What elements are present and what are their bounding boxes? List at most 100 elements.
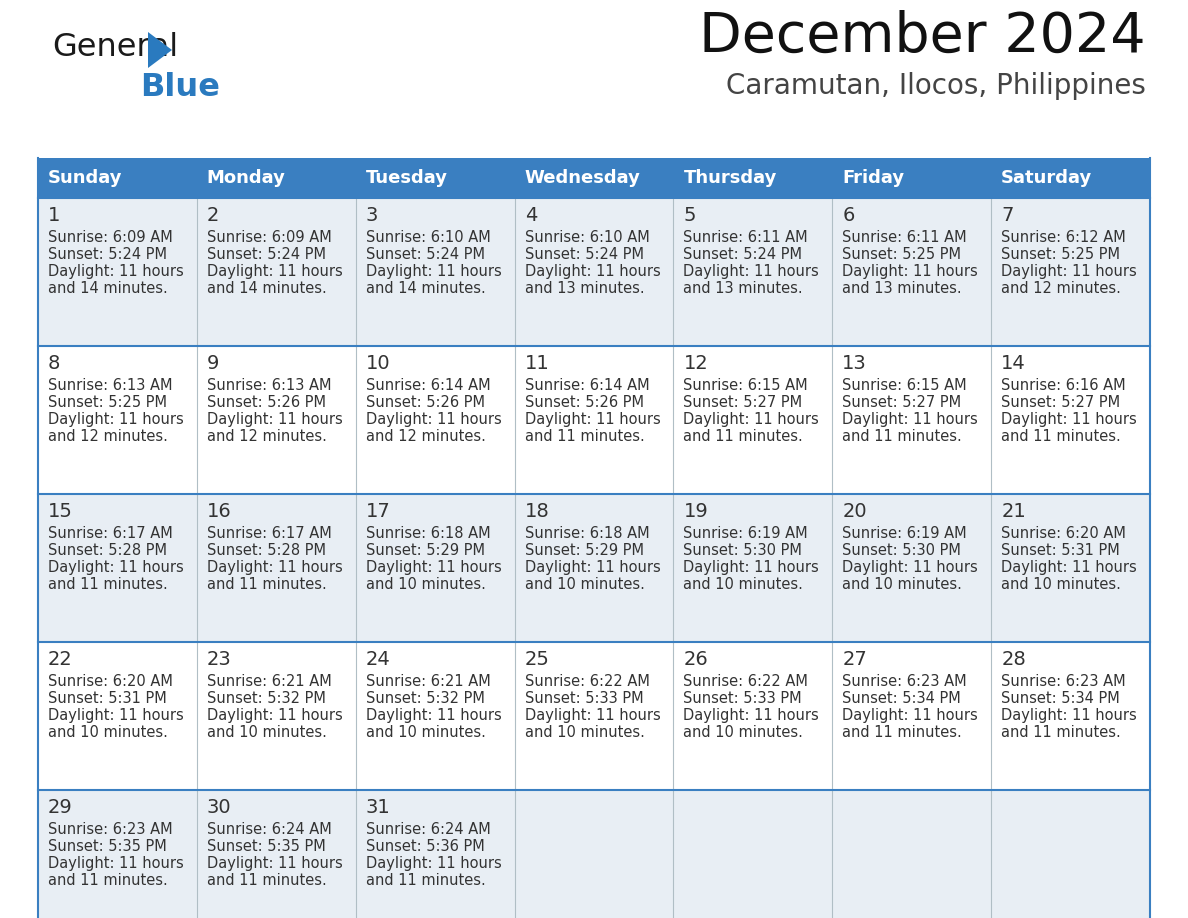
Text: 17: 17 <box>366 502 391 521</box>
Text: Sunset: 5:25 PM: Sunset: 5:25 PM <box>842 247 961 262</box>
Text: and 10 minutes.: and 10 minutes. <box>48 725 168 740</box>
Text: 6: 6 <box>842 206 854 225</box>
Text: Sunrise: 6:14 AM: Sunrise: 6:14 AM <box>525 378 649 393</box>
Text: Daylight: 11 hours: Daylight: 11 hours <box>1001 264 1137 279</box>
Text: Sunrise: 6:10 AM: Sunrise: 6:10 AM <box>525 230 650 245</box>
Text: Sunset: 5:36 PM: Sunset: 5:36 PM <box>366 839 485 854</box>
Text: Sunrise: 6:09 AM: Sunrise: 6:09 AM <box>48 230 172 245</box>
Text: Sunrise: 6:24 AM: Sunrise: 6:24 AM <box>366 822 491 837</box>
Text: Sunrise: 6:16 AM: Sunrise: 6:16 AM <box>1001 378 1126 393</box>
Text: 14: 14 <box>1001 354 1026 373</box>
Text: and 11 minutes.: and 11 minutes. <box>48 577 168 592</box>
Text: 13: 13 <box>842 354 867 373</box>
Text: Sunrise: 6:13 AM: Sunrise: 6:13 AM <box>207 378 331 393</box>
Text: Sunset: 5:26 PM: Sunset: 5:26 PM <box>366 395 485 410</box>
Text: Daylight: 11 hours: Daylight: 11 hours <box>842 560 978 575</box>
Text: and 11 minutes.: and 11 minutes. <box>366 873 486 888</box>
Bar <box>38 790 1150 918</box>
Text: Sunset: 5:32 PM: Sunset: 5:32 PM <box>207 691 326 706</box>
Text: 31: 31 <box>366 798 391 817</box>
Text: Sunrise: 6:19 AM: Sunrise: 6:19 AM <box>842 526 967 541</box>
Text: Sunrise: 6:11 AM: Sunrise: 6:11 AM <box>842 230 967 245</box>
Text: Sunrise: 6:09 AM: Sunrise: 6:09 AM <box>207 230 331 245</box>
Text: General: General <box>52 32 178 63</box>
Text: Sunrise: 6:10 AM: Sunrise: 6:10 AM <box>366 230 491 245</box>
Text: Sunrise: 6:20 AM: Sunrise: 6:20 AM <box>48 674 173 689</box>
Text: Sunrise: 6:22 AM: Sunrise: 6:22 AM <box>683 674 808 689</box>
Text: Sunrise: 6:14 AM: Sunrise: 6:14 AM <box>366 378 491 393</box>
Text: and 10 minutes.: and 10 minutes. <box>683 577 803 592</box>
Text: Sunrise: 6:17 AM: Sunrise: 6:17 AM <box>48 526 172 541</box>
Text: Sunrise: 6:15 AM: Sunrise: 6:15 AM <box>683 378 808 393</box>
Text: and 12 minutes.: and 12 minutes. <box>1001 281 1121 296</box>
Text: Daylight: 11 hours: Daylight: 11 hours <box>366 412 501 427</box>
Text: Sunrise: 6:21 AM: Sunrise: 6:21 AM <box>207 674 331 689</box>
Text: Sunset: 5:35 PM: Sunset: 5:35 PM <box>48 839 166 854</box>
Text: Daylight: 11 hours: Daylight: 11 hours <box>207 412 342 427</box>
Text: Sunrise: 6:22 AM: Sunrise: 6:22 AM <box>525 674 650 689</box>
Text: and 10 minutes.: and 10 minutes. <box>366 725 486 740</box>
Text: Daylight: 11 hours: Daylight: 11 hours <box>525 412 661 427</box>
Text: Sunrise: 6:23 AM: Sunrise: 6:23 AM <box>842 674 967 689</box>
Bar <box>38 158 1150 198</box>
Text: Daylight: 11 hours: Daylight: 11 hours <box>525 708 661 723</box>
Text: and 10 minutes.: and 10 minutes. <box>683 725 803 740</box>
Text: Sunset: 5:27 PM: Sunset: 5:27 PM <box>842 395 961 410</box>
Text: and 14 minutes.: and 14 minutes. <box>366 281 486 296</box>
Text: Sunset: 5:26 PM: Sunset: 5:26 PM <box>525 395 644 410</box>
Text: Caramutan, Ilocos, Philippines: Caramutan, Ilocos, Philippines <box>726 72 1146 100</box>
Text: and 11 minutes.: and 11 minutes. <box>1001 725 1121 740</box>
Text: Sunrise: 6:23 AM: Sunrise: 6:23 AM <box>48 822 172 837</box>
Text: Daylight: 11 hours: Daylight: 11 hours <box>683 708 820 723</box>
Text: Daylight: 11 hours: Daylight: 11 hours <box>207 708 342 723</box>
Text: Sunset: 5:24 PM: Sunset: 5:24 PM <box>207 247 326 262</box>
Text: and 14 minutes.: and 14 minutes. <box>207 281 327 296</box>
Text: Daylight: 11 hours: Daylight: 11 hours <box>366 856 501 871</box>
Text: Daylight: 11 hours: Daylight: 11 hours <box>842 412 978 427</box>
Text: Sunset: 5:24 PM: Sunset: 5:24 PM <box>366 247 485 262</box>
Text: Daylight: 11 hours: Daylight: 11 hours <box>842 708 978 723</box>
Text: and 11 minutes.: and 11 minutes. <box>842 429 962 444</box>
Text: Daylight: 11 hours: Daylight: 11 hours <box>48 560 184 575</box>
Text: Sunrise: 6:24 AM: Sunrise: 6:24 AM <box>207 822 331 837</box>
Text: Sunset: 5:25 PM: Sunset: 5:25 PM <box>48 395 168 410</box>
Text: Sunset: 5:32 PM: Sunset: 5:32 PM <box>366 691 485 706</box>
Text: Daylight: 11 hours: Daylight: 11 hours <box>1001 560 1137 575</box>
Text: Sunrise: 6:12 AM: Sunrise: 6:12 AM <box>1001 230 1126 245</box>
Text: and 12 minutes.: and 12 minutes. <box>366 429 486 444</box>
Text: Daylight: 11 hours: Daylight: 11 hours <box>683 560 820 575</box>
Text: Sunset: 5:24 PM: Sunset: 5:24 PM <box>683 247 802 262</box>
Text: Daylight: 11 hours: Daylight: 11 hours <box>366 264 501 279</box>
Bar <box>38 642 1150 790</box>
Text: Sunset: 5:26 PM: Sunset: 5:26 PM <box>207 395 326 410</box>
Text: 1: 1 <box>48 206 61 225</box>
Text: and 12 minutes.: and 12 minutes. <box>48 429 168 444</box>
Text: Daylight: 11 hours: Daylight: 11 hours <box>48 856 184 871</box>
Text: 7: 7 <box>1001 206 1013 225</box>
Text: and 11 minutes.: and 11 minutes. <box>207 873 327 888</box>
Text: Sunset: 5:29 PM: Sunset: 5:29 PM <box>525 543 644 558</box>
Text: and 11 minutes.: and 11 minutes. <box>842 725 962 740</box>
Text: Daylight: 11 hours: Daylight: 11 hours <box>525 264 661 279</box>
Text: Sunset: 5:34 PM: Sunset: 5:34 PM <box>842 691 961 706</box>
Bar <box>38 346 1150 494</box>
Text: Sunrise: 6:21 AM: Sunrise: 6:21 AM <box>366 674 491 689</box>
Text: Sunset: 5:27 PM: Sunset: 5:27 PM <box>1001 395 1120 410</box>
Text: and 11 minutes.: and 11 minutes. <box>48 873 168 888</box>
Text: Sunrise: 6:18 AM: Sunrise: 6:18 AM <box>366 526 491 541</box>
Text: 29: 29 <box>48 798 72 817</box>
Text: and 10 minutes.: and 10 minutes. <box>842 577 962 592</box>
Text: Sunset: 5:33 PM: Sunset: 5:33 PM <box>683 691 802 706</box>
Text: Daylight: 11 hours: Daylight: 11 hours <box>48 708 184 723</box>
Text: and 10 minutes.: and 10 minutes. <box>525 725 644 740</box>
Text: 16: 16 <box>207 502 232 521</box>
Text: Sunrise: 6:19 AM: Sunrise: 6:19 AM <box>683 526 808 541</box>
Text: and 11 minutes.: and 11 minutes. <box>207 577 327 592</box>
Text: 18: 18 <box>525 502 549 521</box>
Text: and 10 minutes.: and 10 minutes. <box>366 577 486 592</box>
Text: Sunset: 5:30 PM: Sunset: 5:30 PM <box>683 543 802 558</box>
Text: 26: 26 <box>683 650 708 669</box>
Text: Sunset: 5:27 PM: Sunset: 5:27 PM <box>683 395 803 410</box>
Text: Sunset: 5:35 PM: Sunset: 5:35 PM <box>207 839 326 854</box>
Text: 21: 21 <box>1001 502 1026 521</box>
